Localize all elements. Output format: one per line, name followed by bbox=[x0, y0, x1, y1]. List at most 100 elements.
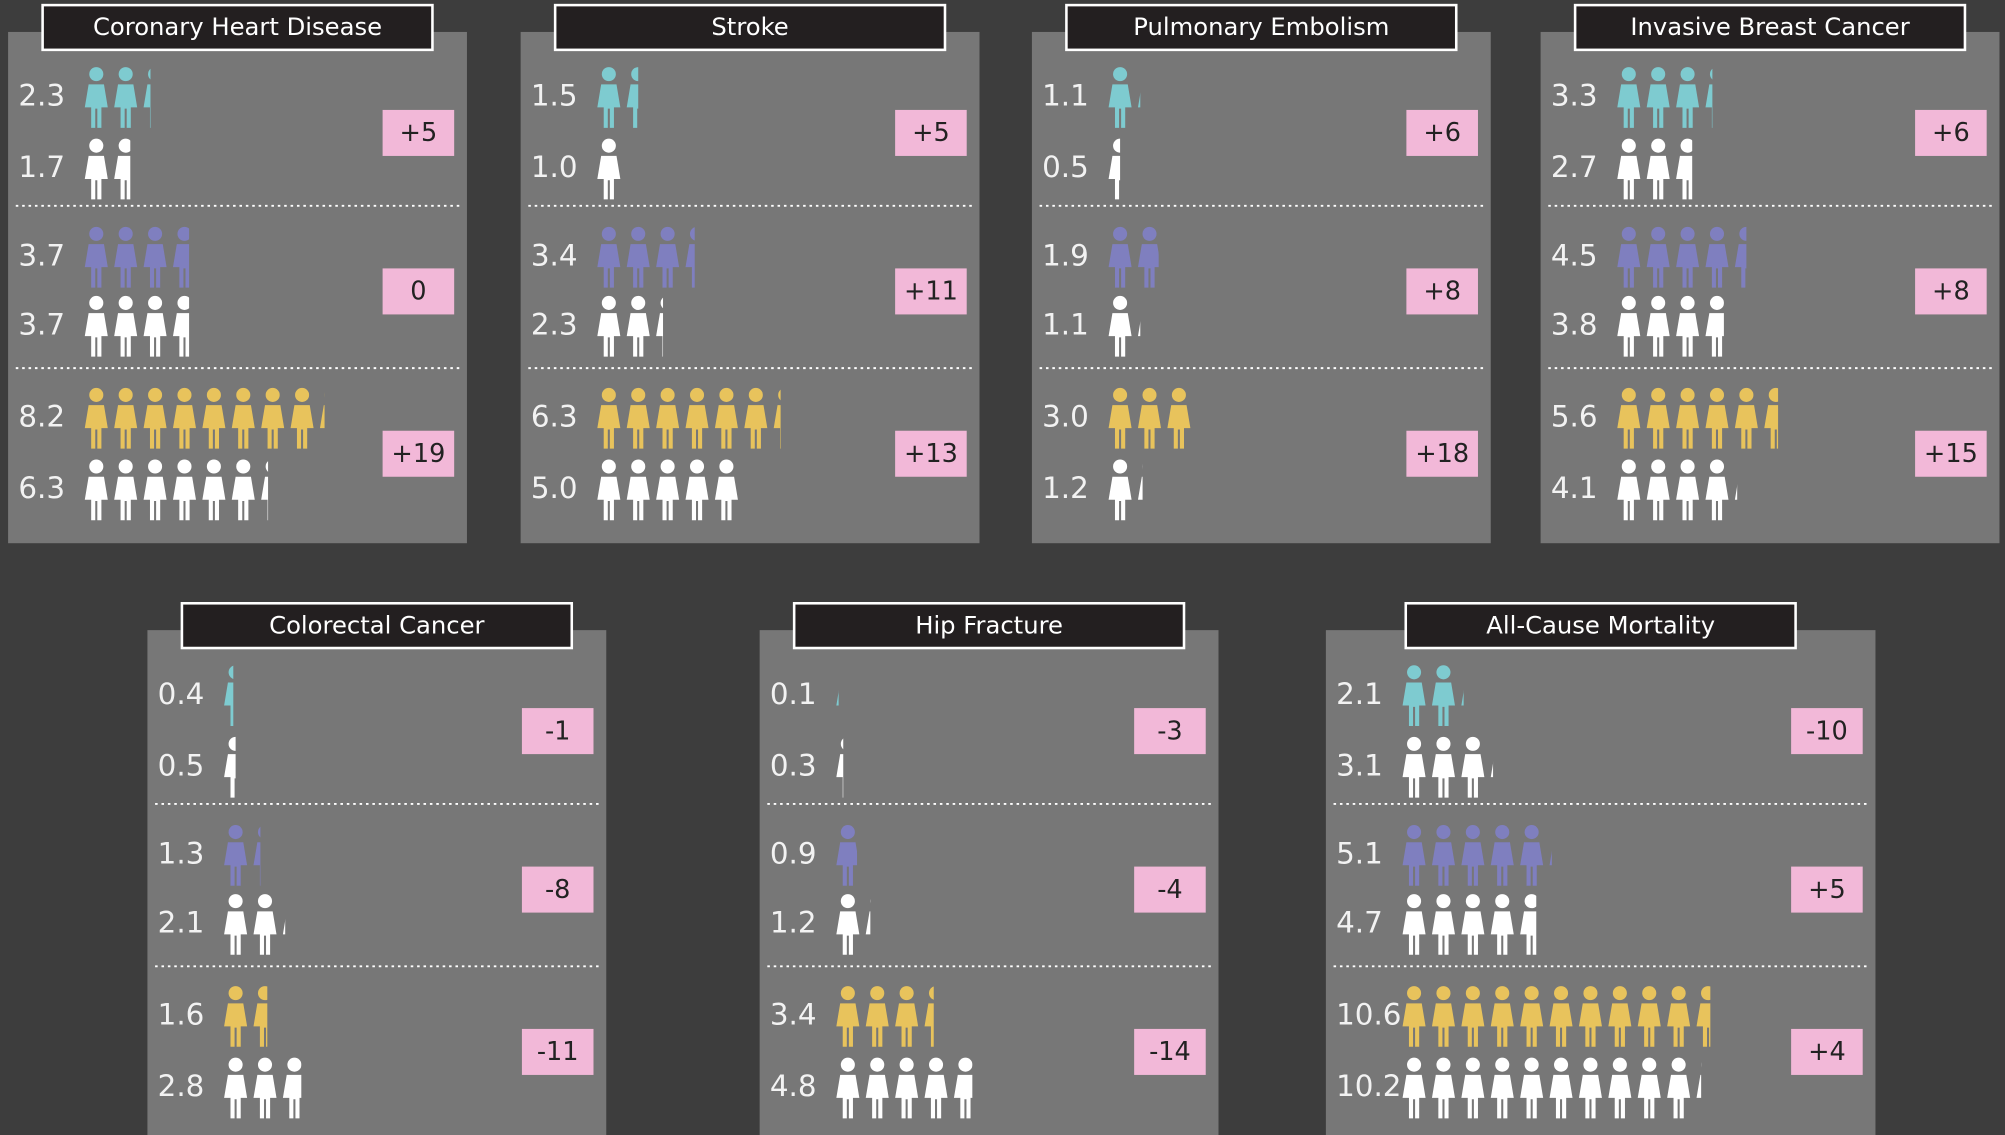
icon-head bbox=[228, 1057, 243, 1072]
icon-head bbox=[89, 67, 104, 82]
icon-head bbox=[1495, 1057, 1510, 1072]
icon-body bbox=[282, 1074, 302, 1119]
icon-head bbox=[177, 226, 190, 241]
icon-head bbox=[660, 226, 675, 241]
icon-head bbox=[601, 459, 616, 474]
pictogram bbox=[1617, 295, 1724, 357]
pictogram bbox=[1402, 825, 1552, 886]
icon-head bbox=[1407, 825, 1422, 840]
icon-body bbox=[597, 405, 621, 449]
icon-head bbox=[89, 387, 104, 402]
icon-body bbox=[1617, 244, 1641, 288]
difference-label: -3 bbox=[1157, 716, 1182, 746]
icon-body bbox=[84, 244, 108, 288]
pictogram bbox=[1108, 459, 1143, 521]
value-label: 3.7 bbox=[18, 238, 65, 272]
panel-title: Invasive Breast Cancer bbox=[1630, 12, 1909, 41]
icon-head bbox=[1739, 226, 1747, 241]
pictogram bbox=[1402, 894, 1537, 955]
value-label: 3.8 bbox=[1551, 307, 1598, 341]
value-label: 4.5 bbox=[1551, 238, 1598, 272]
icon-head bbox=[1142, 465, 1143, 468]
value-label: 2.1 bbox=[158, 906, 205, 940]
icon-body bbox=[84, 476, 108, 521]
icon-head bbox=[118, 67, 133, 82]
difference-box bbox=[1406, 430, 1478, 477]
icon-body bbox=[656, 476, 680, 521]
icon-head bbox=[1495, 894, 1510, 909]
value-label: 3.0 bbox=[1042, 399, 1089, 433]
pictogram bbox=[224, 986, 268, 1047]
icon-body bbox=[597, 244, 621, 288]
icon-body bbox=[685, 405, 709, 449]
icon-body bbox=[836, 842, 858, 886]
icon-head bbox=[1651, 295, 1666, 310]
icon-head bbox=[1701, 1063, 1702, 1067]
difference-label: -11 bbox=[537, 1037, 579, 1067]
icon-body bbox=[1696, 1003, 1711, 1047]
icon-head bbox=[1680, 226, 1695, 241]
difference-label: +6 bbox=[1423, 118, 1461, 148]
icon-head bbox=[1465, 894, 1480, 909]
icon-head bbox=[1709, 295, 1724, 310]
icon-body bbox=[953, 1074, 973, 1119]
icon-body bbox=[626, 313, 650, 357]
icon-head bbox=[1680, 67, 1695, 82]
icon-body bbox=[1108, 244, 1132, 288]
icon-body bbox=[1637, 1003, 1661, 1047]
icon-body bbox=[319, 405, 325, 429]
icon-head bbox=[631, 459, 646, 474]
icon-head bbox=[1524, 825, 1539, 840]
icon-body bbox=[1137, 476, 1143, 500]
icon-body bbox=[1490, 1074, 1514, 1119]
pictogram bbox=[1617, 138, 1693, 200]
pictogram bbox=[84, 67, 151, 128]
pictogram bbox=[1108, 138, 1121, 200]
value-label: 4.8 bbox=[770, 1069, 817, 1103]
pictogram bbox=[597, 387, 781, 449]
difference-label: +5 bbox=[400, 118, 438, 148]
icon-head bbox=[1680, 459, 1695, 474]
icon-body bbox=[143, 405, 167, 449]
icon-body bbox=[1520, 1003, 1544, 1047]
icon-body bbox=[143, 244, 167, 288]
icon-head bbox=[840, 825, 855, 840]
icon-head bbox=[1651, 459, 1666, 474]
icon-body bbox=[865, 1003, 889, 1047]
icon-body bbox=[1608, 1074, 1632, 1119]
value-label: 0.9 bbox=[770, 837, 817, 871]
icon-head bbox=[257, 1057, 273, 1072]
icon-body bbox=[1490, 1003, 1514, 1047]
icon-body bbox=[836, 1003, 860, 1047]
icon-head bbox=[1524, 986, 1539, 1001]
icon-head bbox=[1621, 138, 1636, 153]
icon-body bbox=[1676, 155, 1693, 200]
value-label: 1.1 bbox=[1042, 307, 1089, 341]
pictogram bbox=[224, 825, 261, 886]
icon-body bbox=[224, 911, 248, 955]
icon-body bbox=[1705, 476, 1729, 521]
value-label: 3.7 bbox=[18, 307, 65, 341]
pictogram bbox=[836, 1057, 973, 1119]
value-label: 2.1 bbox=[1336, 677, 1383, 711]
pictogram bbox=[1617, 67, 1713, 128]
value-label: 2.3 bbox=[531, 307, 578, 341]
icon-body bbox=[84, 405, 108, 449]
value-label: 1.1 bbox=[1042, 79, 1089, 113]
icon-body bbox=[1402, 842, 1426, 886]
icon-head bbox=[148, 387, 163, 402]
icon-head bbox=[148, 459, 163, 474]
icon-head bbox=[148, 226, 163, 241]
icon-head bbox=[1554, 1057, 1569, 1072]
icon-body bbox=[1676, 244, 1700, 288]
pictogram bbox=[224, 736, 236, 798]
icon-body bbox=[1696, 1074, 1702, 1098]
icon-head bbox=[257, 894, 273, 909]
icon-head bbox=[89, 226, 104, 241]
icon-body bbox=[1520, 842, 1544, 886]
icon-body bbox=[224, 1003, 248, 1047]
value-label: 0.4 bbox=[158, 677, 205, 711]
value-label: 1.2 bbox=[770, 906, 817, 940]
panel-title: Colorectal Cancer bbox=[269, 610, 484, 639]
icon-body bbox=[114, 244, 138, 288]
